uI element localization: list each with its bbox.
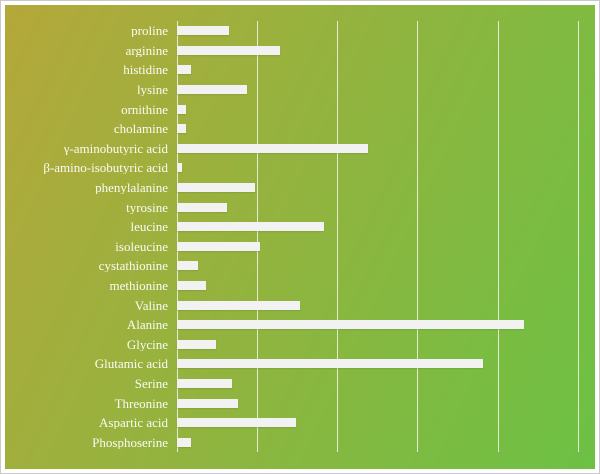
- category-label: ornithine: [121, 102, 168, 116]
- bar-track: [177, 432, 593, 452]
- bar: [177, 202, 227, 212]
- category-label: cystathionine: [98, 259, 168, 273]
- bar-track: [177, 217, 593, 237]
- chart-row: leucine: [5, 217, 595, 237]
- category-label: leucine: [130, 220, 168, 234]
- chart-row: Glutamic acid: [5, 354, 595, 374]
- chart-row: tyrosine: [5, 197, 595, 217]
- chart-row: γ-aminobutyric acid: [5, 139, 595, 159]
- category-label: tyrosine: [126, 200, 168, 214]
- bar-track: [177, 99, 593, 119]
- bar: [177, 163, 182, 173]
- bar-track: [177, 21, 593, 41]
- bar: [177, 104, 186, 114]
- chart-row: histidine: [5, 60, 595, 80]
- bar: [177, 359, 484, 369]
- category-label: phenylalanine: [95, 181, 168, 195]
- category-label: Threonine: [114, 396, 168, 410]
- bar: [177, 378, 233, 388]
- gridline: [257, 21, 259, 452]
- bar-track: [177, 276, 593, 296]
- bar-track: [177, 413, 593, 433]
- category-label: Glutamic acid: [94, 357, 168, 371]
- bar: [177, 241, 261, 251]
- gridline: [337, 21, 339, 452]
- bar-track: [177, 315, 593, 335]
- bar: [177, 281, 206, 291]
- bar: [177, 26, 230, 36]
- bar: [177, 222, 324, 232]
- chart-row: arginine: [5, 41, 595, 61]
- chart-row: isoleucine: [5, 237, 595, 257]
- chart-row: Aspartic acid: [5, 413, 595, 433]
- category-label: histidine: [123, 63, 168, 77]
- gridline: [497, 21, 499, 452]
- bar-track: [177, 178, 593, 198]
- chart-row: Alanine: [5, 315, 595, 335]
- chart-row: Valine: [5, 295, 595, 315]
- bar-track: [177, 335, 593, 355]
- bar: [177, 320, 525, 330]
- bar: [177, 85, 247, 95]
- chart-row: Glycine: [5, 335, 595, 355]
- chart-row: methionine: [5, 276, 595, 296]
- gridline: [417, 21, 419, 452]
- bar-track: [177, 374, 593, 394]
- chart-row: phenylalanine: [5, 178, 595, 198]
- category-label: Aspartic acid: [99, 416, 168, 430]
- bar-track: [177, 393, 593, 413]
- bar-track: [177, 197, 593, 217]
- chart-row: Phosphoserine: [5, 432, 595, 452]
- bar-chart: proline arginine histidine lysine ornithine c…: [5, 5, 595, 469]
- chart-row: Serine: [5, 374, 595, 394]
- bar: [177, 183, 255, 193]
- chart-rows: proline arginine histidine lysine ornithine c…: [5, 21, 595, 452]
- bar: [177, 300, 300, 310]
- gridlines: [177, 21, 593, 452]
- bar-track: [177, 41, 593, 61]
- bar: [177, 261, 198, 271]
- category-label: methionine: [109, 279, 169, 293]
- category-label: lysine: [136, 83, 168, 97]
- bar: [177, 437, 191, 447]
- category-label: proline: [131, 24, 168, 38]
- category-label: cholamine: [113, 122, 168, 136]
- bar: [177, 65, 191, 75]
- chart-row: cystathionine: [5, 256, 595, 276]
- bar: [177, 45, 280, 55]
- chart-row: proline: [5, 21, 595, 41]
- category-label: Alanine: [126, 318, 168, 332]
- bar-track: [177, 354, 593, 374]
- chart-row: β-amino-isobutyric acid: [5, 158, 595, 178]
- bar: [177, 398, 238, 408]
- gridline: [577, 21, 579, 452]
- bar-track: [177, 60, 593, 80]
- bar: [177, 339, 217, 349]
- chart-row: ornithine: [5, 99, 595, 119]
- bar-track: [177, 295, 593, 315]
- category-label: arginine: [125, 43, 168, 57]
- category-label: isoleucine: [115, 239, 168, 253]
- bar: [177, 418, 297, 428]
- chart-row: lysine: [5, 80, 595, 100]
- bar-track: [177, 237, 593, 257]
- category-label: Phosphoserine: [92, 435, 168, 449]
- bar-track: [177, 80, 593, 100]
- value-axis-line: [177, 21, 178, 452]
- category-label: Valine: [134, 298, 168, 312]
- bar: [177, 143, 368, 153]
- category-label: β-amino-isobutyric acid: [43, 161, 168, 175]
- chart-row: cholamine: [5, 119, 595, 139]
- bar-track: [177, 119, 593, 139]
- bar-track: [177, 256, 593, 276]
- category-label: Serine: [134, 376, 168, 390]
- bar-track: [177, 158, 593, 178]
- category-label: Glycine: [126, 337, 168, 351]
- category-label: γ-aminobutyric acid: [63, 141, 168, 155]
- chart-row: Threonine: [5, 393, 595, 413]
- bar: [177, 124, 186, 134]
- bar-track: [177, 139, 593, 159]
